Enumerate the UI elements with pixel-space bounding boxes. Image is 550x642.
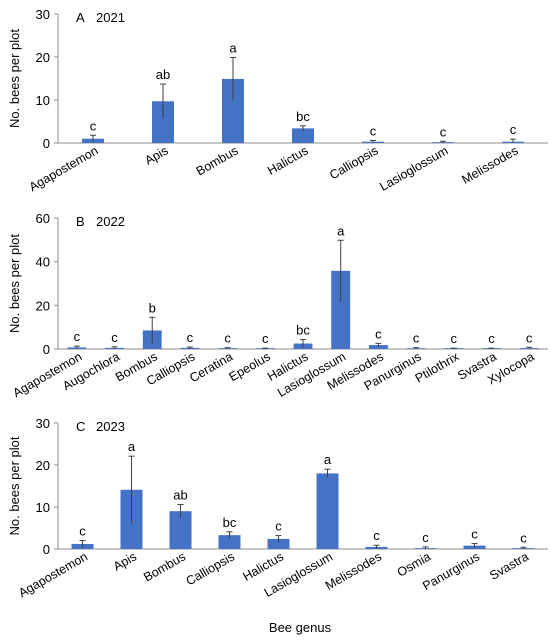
significance-letter: c [526,330,533,345]
y-tick-label: 0 [43,136,50,151]
significance-letter: c [370,123,377,138]
significance-letter: c [413,331,420,346]
y-tick-label: 10 [36,500,50,515]
category-label: Ptilothrix [413,349,462,385]
significance-letter: c [488,331,495,346]
significance-letter: a [324,452,332,467]
y-tick-label: 30 [36,416,50,431]
panel-year: 2021 [96,10,125,25]
significance-letter: c [373,528,380,543]
category-label: Calliopsis [327,143,380,182]
significance-letter: c [451,331,458,346]
category-label: Calliopsis [184,549,237,588]
category-label: Osmia [395,549,433,579]
y-axis-title: No. bees per plot [7,436,22,535]
panel-label: A [76,10,85,25]
significance-letter: c [275,519,282,534]
category-label: Ceratina [187,349,235,385]
bar [267,538,290,549]
category-label: Lasioglossum [377,143,450,193]
significance-letter: bc [296,323,310,338]
significance-letter: c [90,118,97,133]
significance-letter: c [375,326,382,341]
y-tick-label: 40 [36,255,50,270]
significance-letter: c [79,524,86,539]
y-axis-title: No. bees per plot [7,234,22,333]
significance-letter: c [520,530,527,545]
bar [152,101,174,143]
bar [218,535,241,549]
panel-year: 2023 [96,419,125,434]
category-label: Svastra [487,549,531,582]
panel-label: C [76,419,85,434]
panel-label: B [76,214,85,229]
y-tick-label: 20 [36,298,50,313]
significance-letter: b [149,300,156,315]
y-axis-title: No. bees per plot [7,29,22,128]
y-tick-label: 20 [36,458,50,473]
y-tick-label: 10 [36,93,50,108]
y-tick-label: 30 [36,7,50,22]
category-label: Halictus [265,143,311,177]
category-label: Melissodes [323,549,384,592]
panel-year: 2022 [96,214,125,229]
x-axis-title: Bee genus [269,620,332,635]
category-label: Agapostemon [16,549,90,600]
significance-letter: ab [173,487,187,502]
significance-letter: c [224,331,231,346]
significance-letter: c [74,329,81,344]
bar [169,511,192,549]
significance-letter: c [471,527,478,542]
category-label: Melissodes [459,143,520,186]
significance-letter: c [187,330,194,345]
y-tick-label: 0 [43,542,50,557]
y-tick-label: 60 [36,211,50,226]
significance-letter: c [111,330,118,345]
significance-letter: c [440,124,447,139]
significance-letter: ab [156,67,170,82]
significance-letter: a [229,40,237,55]
significance-letter: a [337,223,345,238]
category-label: Agapostemon [27,143,101,194]
significance-letter: a [128,439,136,454]
significance-letter: c [510,122,517,137]
category-label: Apis [111,549,139,573]
chart-panel-c: 0 10 20 30 No. bees per plot C 2023 c Agapostemo… [7,416,548,600]
chart-panel-a: 0 10 20 30 No. bees per plot A 2021 c Agapostemo… [7,7,548,194]
bar [368,345,388,349]
category-label: Bombus [141,549,188,584]
significance-letter: bc [296,109,310,124]
bar [292,128,314,143]
category-label: Apis [142,143,170,167]
significance-letter: bc [223,515,237,530]
category-label: Bombus [194,143,241,178]
bar [316,473,339,549]
category-label: Epeolus [227,349,273,384]
bar [331,270,351,349]
bar [222,78,244,143]
y-tick-label: 0 [43,342,50,357]
y-tick-label: 20 [36,50,50,65]
significance-letter: c [262,331,269,346]
significance-letter: c [422,530,429,545]
